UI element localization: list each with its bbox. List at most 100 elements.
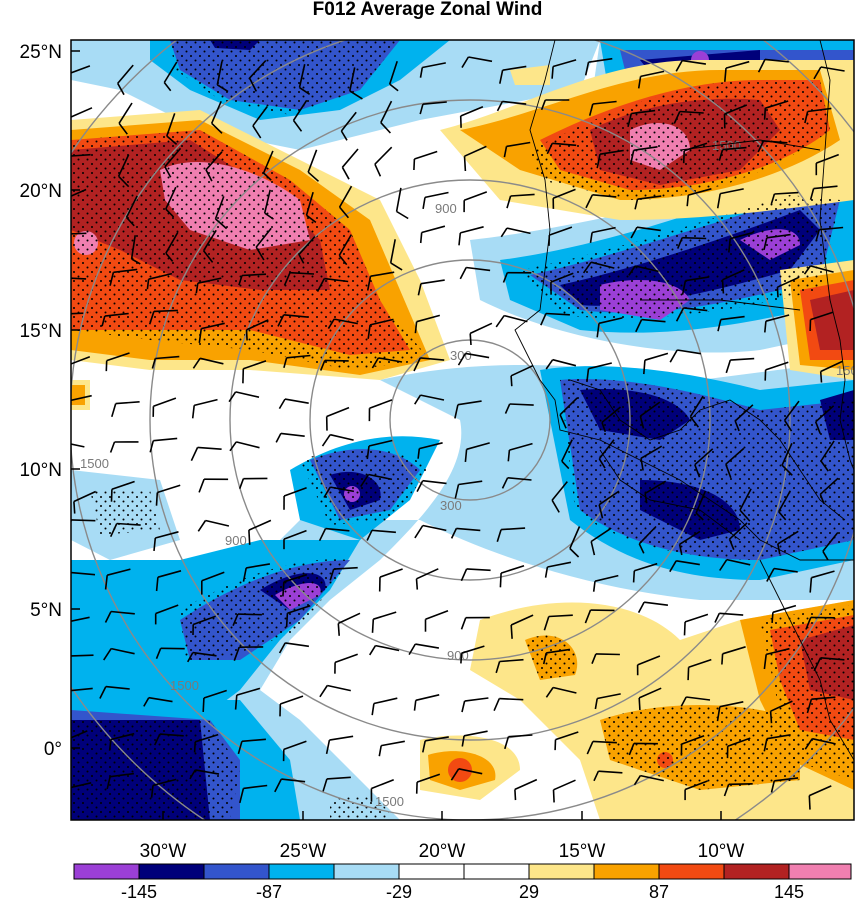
wind-barb bbox=[374, 146, 393, 165]
wind-barb bbox=[71, 730, 88, 739]
wind-barb bbox=[685, 276, 710, 282]
wind-barb bbox=[725, 60, 750, 69]
wind-barb bbox=[819, 477, 839, 495]
lon-tick-label: 20°W bbox=[419, 841, 466, 862]
wind-barb-feather bbox=[371, 619, 375, 633]
wind-barb bbox=[598, 439, 615, 460]
wind-barb-feather bbox=[766, 568, 775, 582]
lon-tick: 10°W bbox=[698, 811, 744, 862]
wind-barb-feather bbox=[165, 208, 175, 218]
wind-barb bbox=[155, 355, 180, 360]
wind-barb bbox=[729, 231, 754, 240]
wind-barb bbox=[689, 395, 704, 418]
wind-barb bbox=[201, 571, 225, 582]
wind-barb-feather bbox=[73, 501, 76, 514]
wind-barb bbox=[552, 358, 577, 367]
wind-barb bbox=[422, 524, 447, 532]
ring-label: 1500 bbox=[836, 363, 855, 378]
wind-barb bbox=[280, 432, 305, 437]
wind-barb-feather bbox=[414, 394, 422, 405]
colorbar-label: -29 bbox=[386, 882, 412, 900]
wind-barb-feather bbox=[458, 232, 462, 246]
wind-barb-feather bbox=[675, 307, 685, 322]
wind-barb-feather bbox=[552, 789, 555, 803]
wind-barb bbox=[764, 58, 789, 63]
wind-barb-feather bbox=[340, 130, 348, 141]
wind-barb bbox=[285, 642, 310, 648]
wind-barb-feather bbox=[150, 785, 154, 798]
wind-barb-feather bbox=[629, 150, 635, 165]
wind-barb-feather bbox=[544, 566, 549, 578]
wind-barb bbox=[683, 307, 708, 312]
wind-barb bbox=[728, 522, 748, 540]
wind-barb-feather bbox=[545, 359, 554, 370]
wind-barb bbox=[639, 401, 661, 417]
wind-barb-feather bbox=[214, 218, 228, 230]
wind-barb-feather bbox=[54, 442, 61, 452]
wind-barb bbox=[763, 140, 788, 144]
wind-barb bbox=[590, 527, 612, 543]
wind-barb-feather bbox=[819, 494, 825, 504]
wind-barb-feather bbox=[319, 685, 328, 698]
wind-barb bbox=[503, 314, 528, 323]
wind-barb-feather bbox=[248, 77, 258, 92]
wind-barb bbox=[420, 279, 445, 285]
wind-barb-feather bbox=[757, 59, 766, 73]
wind-barb bbox=[283, 573, 308, 583]
wind-barb-feather bbox=[680, 696, 687, 707]
wind-barb-feather bbox=[783, 419, 793, 432]
wind-barb-feather bbox=[99, 686, 107, 699]
wind-barb-feather bbox=[63, 156, 67, 168]
wind-barb-feather bbox=[739, 509, 751, 522]
wind-barb-feather bbox=[589, 232, 593, 244]
ring-label: 900 bbox=[435, 201, 457, 216]
wind-barb bbox=[457, 400, 482, 406]
wind-barb bbox=[330, 486, 355, 493]
wind-barb bbox=[192, 651, 217, 657]
wind-barb-feather bbox=[319, 360, 326, 371]
wind-barb bbox=[416, 773, 441, 783]
wind-barb bbox=[214, 196, 225, 220]
wind-barb-feather bbox=[238, 275, 243, 286]
wind-barb bbox=[340, 111, 357, 132]
wind-barb bbox=[130, 235, 136, 260]
wind-barb bbox=[157, 484, 181, 494]
wind-barb-feather bbox=[216, 84, 229, 93]
wind-barb bbox=[730, 357, 755, 361]
wind-barb-feather bbox=[503, 146, 508, 158]
wind-barb-feather bbox=[195, 283, 199, 294]
wind-barb bbox=[395, 187, 402, 212]
wind-barb-feather bbox=[67, 401, 69, 413]
wind-barb bbox=[197, 277, 222, 284]
wind-barb bbox=[192, 615, 216, 626]
wind-barb bbox=[289, 271, 315, 275]
wind-barb bbox=[683, 142, 708, 152]
lon-axis: 30°W 25°W 20°W 15°W 10°W bbox=[140, 811, 744, 862]
wind-barb-feather bbox=[237, 741, 243, 755]
wind-barb bbox=[298, 235, 316, 256]
wind-barb-feather bbox=[675, 60, 683, 72]
wind-barb bbox=[547, 561, 572, 568]
wind-barb-feather bbox=[464, 449, 468, 462]
wind-barb bbox=[327, 684, 351, 692]
wind-barb-feather bbox=[341, 166, 350, 180]
colorbar-swatch bbox=[204, 864, 269, 879]
wind-barb-feather bbox=[229, 441, 237, 452]
wind-barb bbox=[766, 647, 790, 656]
wind-barb-feather bbox=[248, 530, 251, 545]
wind-barb bbox=[510, 614, 534, 626]
wind-barb bbox=[720, 315, 745, 321]
wind-barb bbox=[165, 186, 177, 210]
wind-barb-feather bbox=[155, 492, 159, 506]
wind-barb-feather bbox=[238, 478, 245, 489]
wind-barb bbox=[197, 446, 222, 450]
wind-barb-feather bbox=[242, 567, 247, 582]
wind-barb-feather bbox=[728, 238, 731, 253]
wind-barb-feather bbox=[58, 278, 62, 288]
wind-barb bbox=[781, 442, 793, 466]
wind-barb-feather bbox=[109, 441, 116, 453]
wind-barb-feather bbox=[459, 267, 467, 280]
wind-barb-feather bbox=[635, 319, 643, 333]
lat-tick: 25°N bbox=[20, 42, 80, 63]
wind-barb bbox=[510, 364, 534, 377]
